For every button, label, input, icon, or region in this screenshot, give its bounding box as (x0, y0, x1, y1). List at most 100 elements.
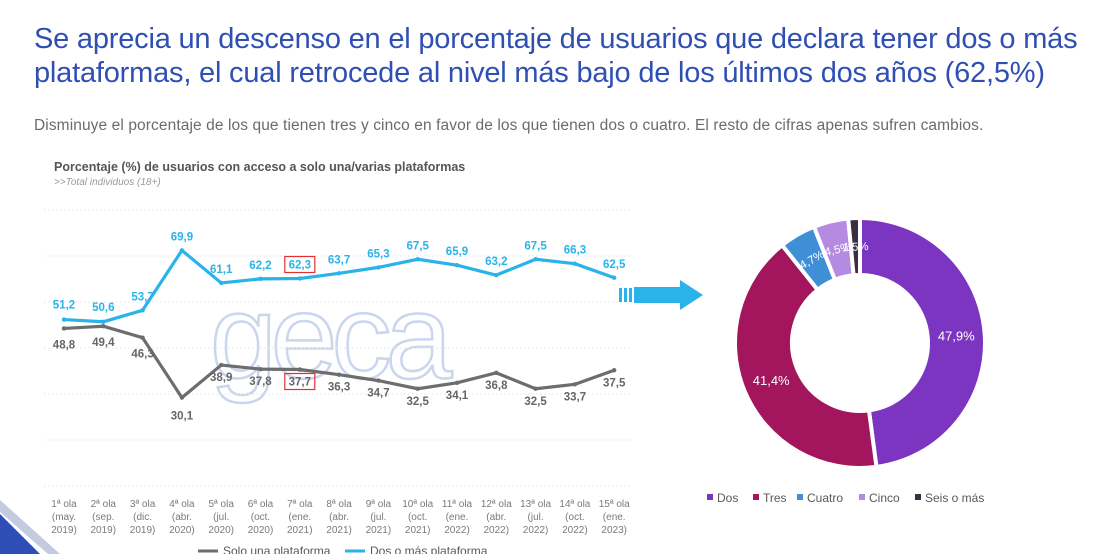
data-point (494, 272, 499, 278)
data-point (494, 370, 499, 376)
line-chart-data-labels: 48,8 49,4 46,3 30,1 38,9 37,8 37,7 36,3 34,7 32,5… (53, 231, 626, 422)
data-label: 63,7 (328, 254, 350, 266)
data-point (179, 395, 185, 400)
data-point (572, 261, 578, 266)
data-point (258, 276, 263, 282)
x-tick-label: 2019) (51, 525, 77, 536)
x-tick-label: (ene. (603, 512, 626, 523)
data-point (533, 386, 538, 391)
data-point (376, 378, 381, 383)
data-label: 36,8 (485, 380, 508, 392)
legend-swatch (707, 494, 713, 500)
highlight-box (284, 255, 316, 274)
x-tick-label: (abr. (486, 512, 506, 523)
legend-label: Cuatro (807, 491, 843, 505)
data-point (336, 372, 342, 377)
data-point (179, 248, 185, 253)
x-tick-label: (dic. (133, 512, 152, 523)
line-chart-legend: Solo una plataforma Dos o más plataforma (198, 544, 488, 554)
data-label: 62,3 (289, 259, 311, 271)
data-label: 30,1 (171, 411, 194, 423)
data-point (219, 280, 224, 286)
x-tick-label: 14ª ola (559, 499, 590, 510)
x-tick-label: 2020) (169, 525, 195, 536)
donut-legend: Dos Tres Cuatro Cinco Seis o más (707, 491, 984, 505)
donut-slice-4 (846, 215, 862, 278)
data-label: 50,6 (92, 302, 114, 314)
page-subtitle: Disminuye el porcentaje de los que tiene… (34, 117, 984, 134)
data-point (258, 366, 263, 372)
x-tick-label: 2021) (405, 525, 431, 536)
legend-label-solo-una: Solo una plataforma (223, 544, 331, 554)
data-label: 69,9 (171, 231, 193, 243)
legend-swatch (859, 494, 865, 500)
x-tick-label: 13ª ola (520, 499, 551, 510)
data-point (415, 386, 420, 391)
x-tick-label: 1ª ola (51, 499, 77, 510)
donut-chart: 47,9%41,4%4,7%4,5%1,5% (733, 215, 987, 470)
data-label: 32,5 (407, 396, 430, 408)
data-label: 46,3 (131, 349, 153, 361)
data-label: 36,3 (328, 382, 350, 394)
x-tick-label: 2019) (91, 525, 117, 536)
line-chart-x-axis: 1ª ola (may. 2019) 2ª ola (sep. 2019) 3ª ola (d… (51, 499, 630, 536)
x-tick-label: (jul. (528, 512, 544, 523)
data-label: 37,7 (289, 377, 311, 389)
x-tick-label: 2020) (248, 525, 274, 536)
corner-decoration (0, 500, 60, 554)
x-tick-label: (may. (52, 512, 76, 523)
x-tick-label: 2022) (484, 525, 510, 536)
data-label: 63,2 (485, 256, 507, 268)
x-tick-label: (jul. (370, 512, 386, 523)
x-tick-label: (jul. (213, 512, 229, 523)
x-tick-label: 2021) (366, 525, 392, 536)
data-label: 65,3 (367, 248, 389, 260)
x-tick-label: (oct. (408, 512, 427, 523)
data-point (219, 362, 224, 368)
x-tick-label: (oct. (565, 512, 584, 523)
data-label: 33,7 (564, 391, 586, 403)
donut-value-label: 41,4% (753, 373, 790, 388)
x-tick-label: 2021) (326, 525, 352, 536)
legend-label: Seis o más (925, 491, 984, 505)
data-point (140, 335, 145, 340)
data-point (297, 276, 302, 281)
x-tick-label: 2ª ola (91, 499, 117, 510)
x-tick-label: 6ª ola (248, 499, 274, 510)
legend-label: Cinco (869, 491, 900, 505)
data-point (101, 319, 106, 324)
data-point (336, 271, 342, 276)
x-tick-label: (sep. (92, 512, 114, 523)
data-label: 51,2 (53, 300, 75, 312)
legend-label: Dos (717, 491, 738, 505)
donut-value-label: 4,5% (824, 241, 852, 259)
x-tick-label: 2022) (562, 525, 588, 536)
x-tick-label: 10ª ola (402, 499, 433, 510)
x-tick-label: 4ª ola (169, 499, 195, 510)
legend-label-dos-o-mas: Dos o más plataforma (370, 544, 488, 554)
data-label: 37,5 (603, 377, 626, 389)
x-tick-label: 15ª ola (599, 499, 630, 510)
x-tick-label: 9ª ola (366, 499, 392, 510)
x-tick-label: (oct. (251, 512, 270, 523)
data-label: 61,1 (210, 264, 233, 276)
data-point (612, 275, 617, 280)
x-tick-label: 2019) (130, 525, 156, 536)
data-label: 38,9 (210, 372, 232, 384)
data-label: 37,8 (249, 376, 272, 388)
x-tick-label: (ene. (288, 512, 311, 523)
donut-value-label: 1,5% (842, 241, 869, 254)
data-label: 62,5 (603, 259, 626, 271)
line-chart-subtitle: >>Total individuos (18+) (54, 177, 161, 188)
legend-label: Tres (763, 491, 787, 505)
highlight-box (284, 372, 316, 391)
legend-swatch (915, 494, 921, 500)
x-tick-label: 3ª ola (130, 499, 156, 510)
legend-swatch (753, 494, 759, 500)
data-point (297, 367, 302, 372)
donut-slice-0 (858, 215, 987, 470)
donut-slice-1 (733, 242, 879, 470)
legend-swatch (797, 494, 803, 500)
geca-watermark: geca (210, 270, 452, 404)
x-tick-label: 2022) (523, 525, 549, 536)
